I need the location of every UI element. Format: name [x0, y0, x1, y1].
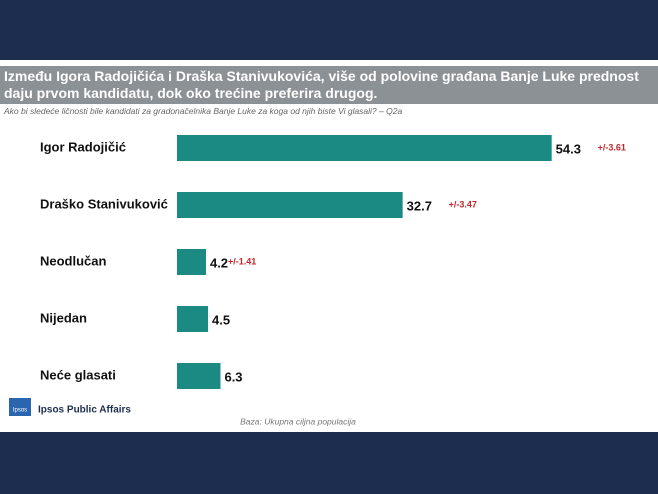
value-label: 4.2: [210, 255, 228, 270]
top-band: [0, 0, 658, 60]
category-label: Igor Radojičić: [40, 139, 126, 154]
logo-box: [9, 398, 31, 416]
chart-title: Između Igora Radojičića i Draška Stanivu…: [0, 66, 658, 104]
footnote: Baza: Ukupna ciljna populacija: [240, 416, 356, 426]
value-label: 4.5: [212, 312, 230, 327]
category-label: Neodlučan: [40, 253, 107, 268]
value-label: 6.3: [224, 369, 242, 384]
value-label: 54.3: [556, 141, 581, 156]
category-label: Draško Stanivuković: [40, 196, 168, 211]
bar: [177, 249, 206, 275]
chart-subtitle: Ako bi sledeće ličnosti bile kandidati z…: [4, 106, 403, 116]
value-label: 32.7: [407, 198, 432, 213]
margin-label: +/-1.41: [228, 256, 256, 266]
category-label: Nijedan: [40, 310, 87, 325]
logo-text: Ipsos: [13, 408, 27, 414]
margin-label: +/-3.47: [449, 199, 477, 209]
brand: Ipsos Public Affairs: [38, 405, 131, 416]
margin-label: +/-3.61: [598, 142, 626, 152]
bar: [177, 135, 552, 161]
bottom-band: [0, 432, 658, 494]
bar: [177, 306, 209, 332]
bar: [177, 192, 403, 218]
category-label: Neće glasati: [40, 367, 116, 382]
bar: [177, 363, 221, 389]
